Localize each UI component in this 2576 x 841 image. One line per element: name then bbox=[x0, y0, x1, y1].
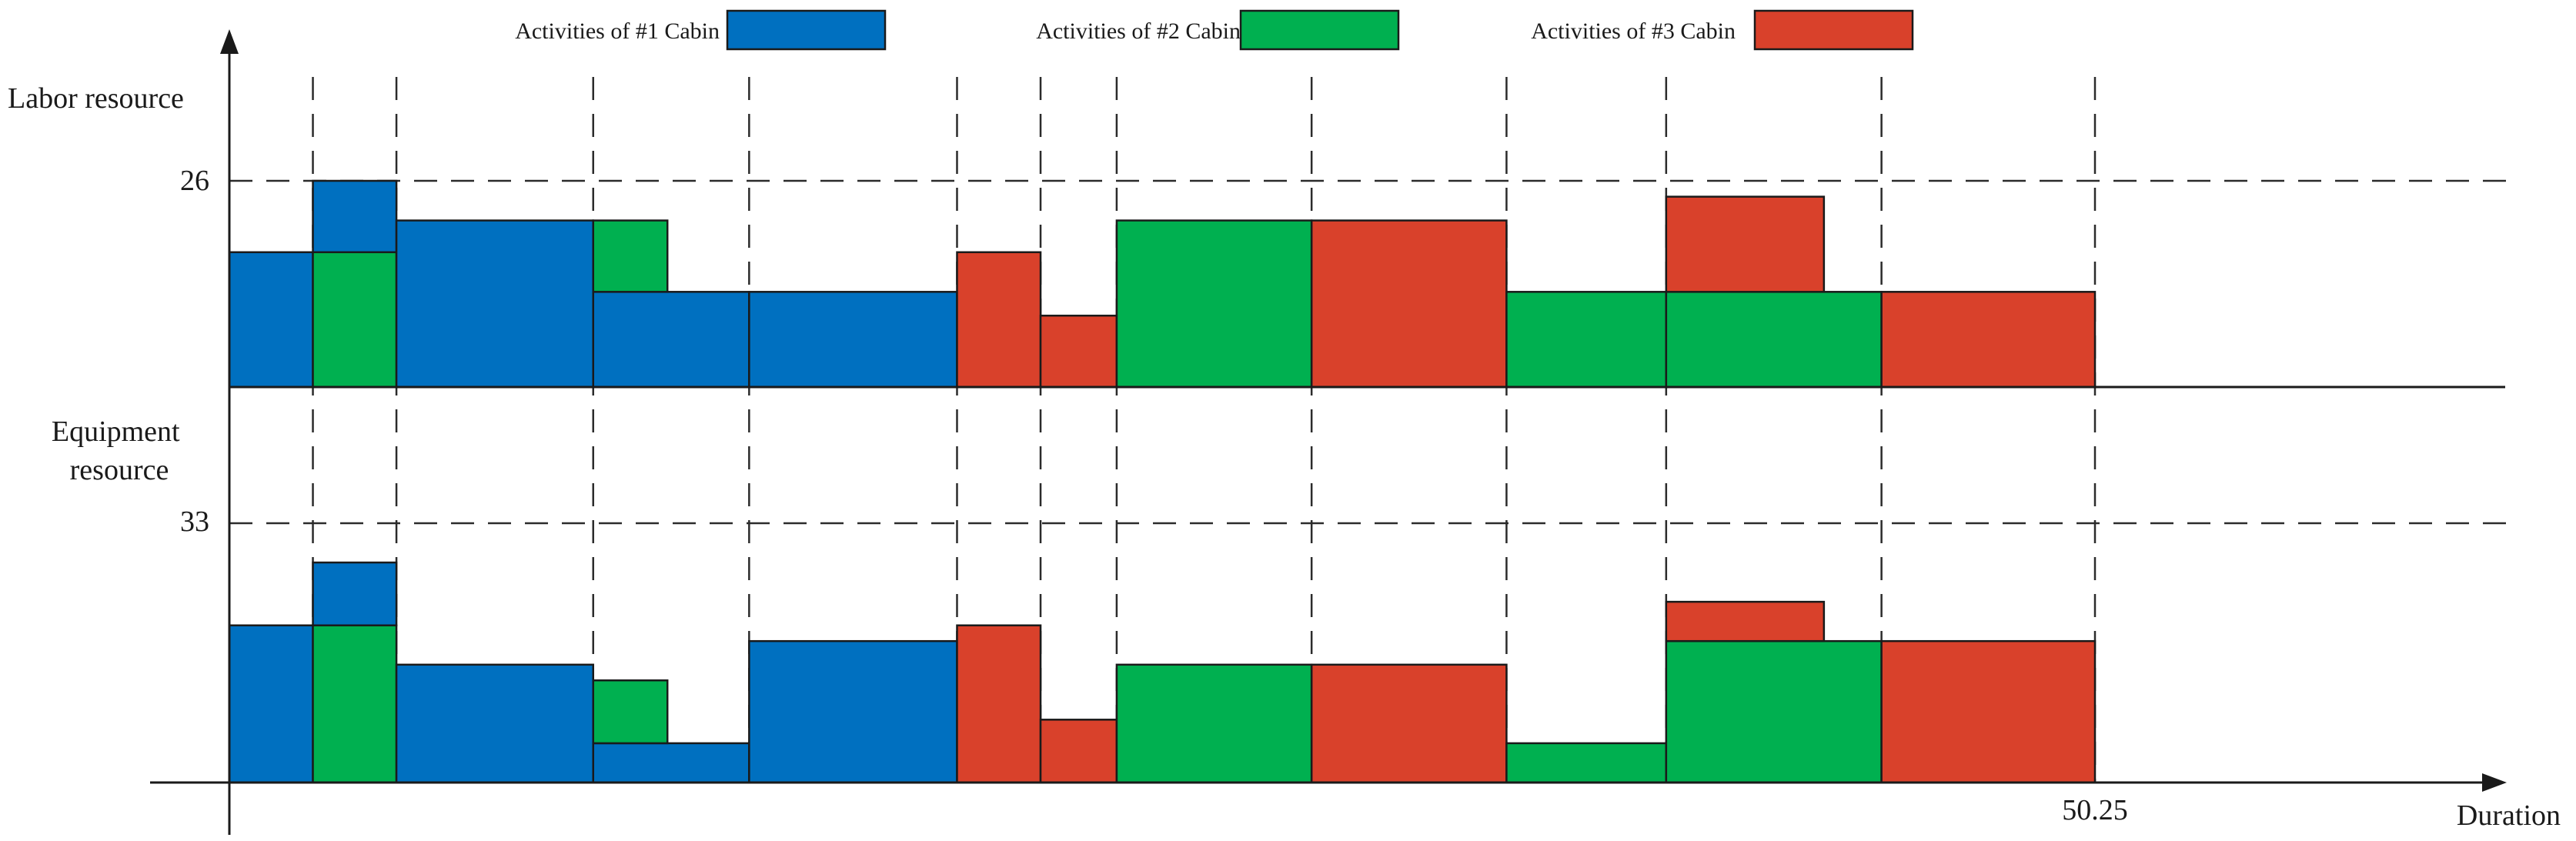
legend-swatch-cabin-3 bbox=[1753, 9, 1914, 51]
bars bbox=[228, 179, 2097, 784]
equipment-bar-14 bbox=[1665, 600, 1826, 642]
x-axis-arrow bbox=[2482, 773, 2507, 792]
labor-bar-13 bbox=[1665, 291, 1883, 389]
x-axis-label: Duration bbox=[2457, 799, 2561, 832]
legend: Activities of #1 Cabin Activities of #2 C… bbox=[515, 9, 1914, 51]
labor-limit-tick-label: 26 bbox=[180, 165, 209, 197]
equipment-bar-7 bbox=[748, 639, 958, 784]
labor-bar-12 bbox=[1505, 291, 1668, 389]
equipment-bar-6 bbox=[592, 679, 669, 745]
labor-bar-3 bbox=[312, 179, 398, 254]
labor-bar-11 bbox=[1310, 219, 1508, 389]
labor-bar-8 bbox=[956, 251, 1042, 389]
y-axis-arrow bbox=[220, 29, 239, 54]
equipment-bar-9 bbox=[1039, 719, 1118, 784]
labor-bar-10 bbox=[1115, 219, 1313, 389]
equipment-bar-3 bbox=[312, 561, 398, 627]
labor-bar-7 bbox=[748, 291, 958, 389]
axes bbox=[150, 29, 2507, 835]
labor-bar-4 bbox=[395, 219, 594, 389]
legend-swatch-cabin-1 bbox=[726, 9, 887, 51]
legend-label-cabin-2: Activities of #2 Cabin bbox=[1036, 18, 1241, 44]
legend-label-cabin-3: Activities of #3 Cabin bbox=[1531, 18, 1736, 44]
legend-swatch-cabin-2 bbox=[1239, 9, 1400, 51]
labor-bar-2 bbox=[312, 251, 398, 389]
equipment-bar-8 bbox=[956, 624, 1042, 784]
labor-bar-14 bbox=[1665, 195, 1826, 293]
labor-bar-15 bbox=[1880, 291, 2097, 389]
y-axis-label-equipment: Equipment resource bbox=[52, 415, 187, 486]
equipment-bar-2 bbox=[312, 624, 398, 784]
equipment-bar-10 bbox=[1115, 663, 1313, 784]
equipment-bar-11 bbox=[1310, 663, 1508, 784]
labor-bar-6 bbox=[592, 219, 669, 293]
equipment-bar-4 bbox=[395, 663, 594, 784]
equipment-bar-13 bbox=[1665, 639, 1883, 784]
equipment-bar-5 bbox=[592, 742, 750, 784]
equipment-bar-15 bbox=[1880, 639, 2097, 784]
equipment-bar-1 bbox=[228, 624, 314, 784]
labor-bar-1 bbox=[228, 251, 314, 389]
equipment-bar-12 bbox=[1505, 742, 1668, 784]
labor-bar-9 bbox=[1039, 314, 1118, 389]
legend-label-cabin-1: Activities of #1 Cabin bbox=[515, 18, 720, 44]
equipment-limit-tick-label: 33 bbox=[180, 506, 209, 538]
y-axis-label-labor: Labor resource bbox=[8, 82, 184, 115]
x-tick-label: 50.25 bbox=[2062, 794, 2128, 826]
labor-bar-5 bbox=[592, 291, 750, 389]
